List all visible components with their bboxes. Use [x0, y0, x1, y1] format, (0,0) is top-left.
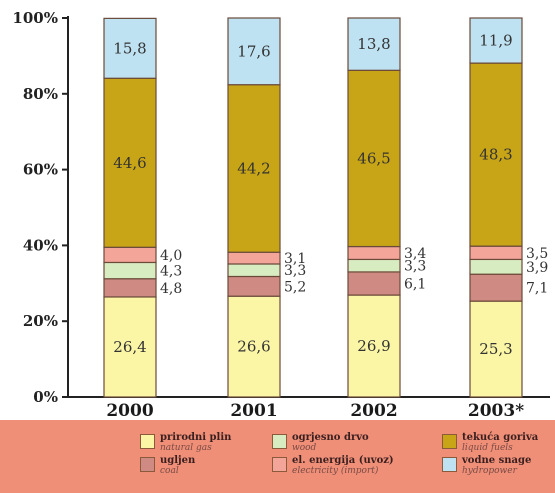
bar-segment-1-2000	[103, 296, 157, 398]
data-label: 48,3	[479, 146, 512, 164]
data-label: 7,1	[526, 281, 548, 297]
legend-item: ogrjesno drvo wood	[272, 432, 369, 454]
x-tick-label: 2002	[350, 401, 397, 420]
legend-label: prirodni plin	[160, 432, 232, 443]
data-label: 3,5	[526, 246, 548, 262]
legend-text: vodne snage hydropower	[462, 455, 531, 477]
legend-label-en: coal	[160, 466, 179, 476]
data-label: 4,0	[160, 248, 182, 264]
bar-segment-6-2000	[103, 17, 157, 79]
data-label: 25,3	[479, 340, 512, 358]
y-axis: 0% 20% 40% 60% 80% 100%	[12, 9, 550, 406]
legend-text: prirodni plin natural gas	[160, 432, 231, 454]
bar-segment-2-2000	[103, 278, 157, 298]
data-label: 11,9	[479, 32, 512, 50]
legend-label: ogrjesno drvo	[292, 432, 369, 443]
bar-segment-2-2002	[347, 271, 401, 296]
legend-item: vodne snage hydropower	[442, 455, 531, 477]
legend-label-en: electricity (import)	[292, 466, 379, 476]
data-label: 26,9	[357, 337, 390, 355]
y-tick-label: 60%	[23, 161, 58, 179]
stacked-bar-chart: 0% 20% 40% 60% 80% 100% 26,4 4,84,34,0 44,6 15,8…	[12, 9, 550, 420]
data-label: 3,3	[284, 263, 306, 279]
x-tick-label: 2001	[230, 401, 277, 420]
legend-text: ogrjesno drvo wood	[292, 432, 369, 454]
legend-label: ugljen	[160, 455, 196, 466]
legend-swatch	[140, 457, 155, 472]
bar-segment-3-2002	[347, 258, 401, 273]
bar-segment-4-2003	[469, 245, 523, 261]
data-label: 3,3	[404, 259, 426, 275]
legend-label-en: liquid fuels	[462, 443, 513, 453]
data-label: 4,3	[160, 264, 182, 280]
data-label: 26,4	[113, 338, 146, 356]
x-tick-label: 2003*	[468, 401, 524, 420]
legend-label: el. energija (uvoz)	[292, 455, 394, 466]
bar-segment-4-2001	[227, 251, 281, 265]
legend-item: ugljen coal	[140, 455, 195, 477]
bar-segment-1-2001	[227, 295, 281, 398]
legend-swatch	[140, 434, 155, 449]
bar-segment-3-2003	[469, 258, 523, 275]
bar-segment-5-2001	[227, 84, 281, 253]
legend-item: el. energija (uvoz) electricity (import)	[272, 455, 394, 477]
bar-segment-3-2001	[227, 263, 281, 278]
legend-label-en: wood	[292, 443, 317, 453]
data-label: 4,8	[160, 281, 182, 297]
bar-segment-6-2002	[347, 17, 401, 71]
legend-text: ugljen coal	[160, 455, 195, 477]
legend-swatch	[272, 457, 287, 472]
data-label: 17,6	[237, 42, 270, 60]
data-label: 15,8	[113, 39, 146, 57]
data-label: 3,1	[284, 251, 306, 267]
y-tick-label: 20%	[23, 312, 58, 330]
data-label: 5,2	[284, 279, 306, 295]
data-label: 6,1	[404, 276, 426, 292]
legend-label: tekuća goriva	[462, 432, 539, 443]
bar-segment-5-2002	[347, 69, 401, 248]
bar-segment-5-2003	[469, 62, 523, 247]
bar-segment-2-2003	[469, 273, 523, 302]
y-tick-label: 100%	[12, 9, 58, 27]
legend-swatch	[272, 434, 287, 449]
legend-item: prirodni plin natural gas	[140, 432, 231, 454]
data-labels: 26,44,84,34,044,615,826,65,23,33,144,217…	[113, 32, 548, 359]
bar-segment-3-2000	[103, 261, 157, 280]
data-label: 44,2	[237, 159, 270, 177]
y-tick-label: 80%	[23, 85, 58, 103]
legend-item: tekuća goriva liquid fuels	[442, 432, 538, 454]
bar-segment-5-2000	[103, 77, 157, 248]
legend-label-en: hydropower	[462, 466, 517, 476]
bar-segment-4-2002	[347, 245, 401, 261]
data-label: 3,9	[526, 260, 548, 276]
y-tick-label: 0%	[33, 388, 58, 406]
bar-segment-1-2003	[469, 300, 523, 398]
legend-swatch	[442, 434, 457, 449]
bar-segment-4-2000	[103, 246, 157, 264]
data-label: 13,8	[357, 35, 390, 53]
legend-label-en: natural gas	[160, 443, 212, 453]
legend-text: tekuća goriva liquid fuels	[462, 432, 538, 454]
data-label: 44,6	[113, 154, 146, 172]
legend-text: el. energija (uvoz) electricity (import)	[292, 455, 394, 477]
y-tick-label: 40%	[23, 236, 58, 254]
legend: prirodni plin natural gas ogrjesno drvo woo…	[0, 420, 555, 493]
bar-segment-6-2003	[469, 17, 523, 64]
bar-segment-2-2001	[227, 275, 281, 297]
x-axis-labels: 2000 2001 2002 2003*	[106, 401, 524, 420]
bar-segment-6-2001	[227, 17, 281, 86]
data-label: 26,6	[237, 338, 270, 356]
x-tick-label: 2000	[106, 401, 153, 420]
bars	[103, 17, 523, 398]
legend-swatch	[442, 457, 457, 472]
data-label: 46,5	[357, 149, 390, 167]
legend-label: vodne snage	[462, 455, 532, 466]
data-label: 3,4	[404, 246, 426, 262]
